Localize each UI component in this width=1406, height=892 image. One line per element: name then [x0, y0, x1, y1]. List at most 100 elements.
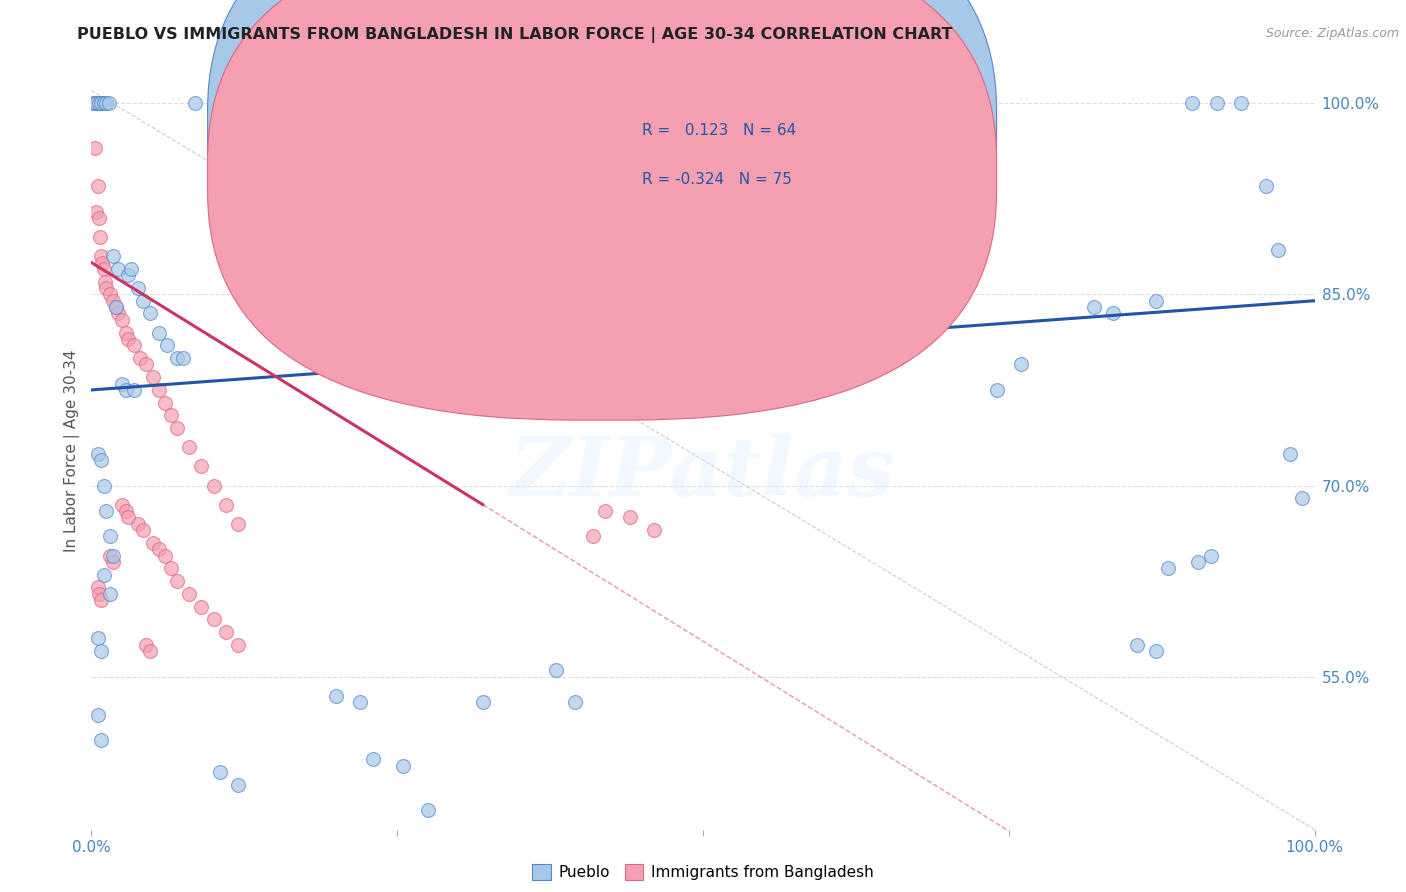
- Point: [114, 383, 136, 397]
- Point: [93, 261, 115, 276]
- Point: [86, 447, 108, 461]
- Point: [139, 644, 162, 658]
- Point: [94, 96, 117, 111]
- Point: [84, 141, 107, 155]
- Point: [98, 529, 121, 543]
- Point: [166, 351, 188, 365]
- Point: [416, 804, 439, 818]
- Point: [90, 453, 112, 467]
- Point: [98, 287, 121, 301]
- Point: [89, 96, 111, 111]
- Point: [226, 516, 249, 531]
- Point: [84, 96, 107, 111]
- FancyBboxPatch shape: [208, 0, 997, 371]
- Point: [117, 268, 139, 283]
- Point: [643, 523, 665, 537]
- Point: [135, 358, 157, 372]
- Point: [132, 523, 155, 537]
- Point: [337, 281, 360, 295]
- FancyBboxPatch shape: [531, 79, 929, 227]
- Point: [593, 504, 616, 518]
- Point: [1101, 306, 1123, 320]
- Point: [166, 421, 188, 435]
- Point: [582, 529, 605, 543]
- Point: [83, 96, 105, 111]
- Point: [156, 338, 179, 352]
- Point: [301, 293, 323, 308]
- Point: [986, 383, 1008, 397]
- Point: [94, 275, 117, 289]
- Point: [1157, 561, 1180, 575]
- Point: [153, 395, 176, 409]
- Point: [148, 542, 170, 557]
- Point: [107, 261, 129, 276]
- Point: [103, 555, 125, 569]
- Point: [148, 326, 170, 340]
- Point: [107, 306, 129, 320]
- Point: [104, 300, 127, 314]
- Point: [117, 332, 139, 346]
- Point: [1083, 300, 1105, 314]
- Point: [90, 593, 112, 607]
- Point: [86, 632, 108, 646]
- Point: [89, 230, 111, 244]
- Point: [90, 249, 112, 263]
- Point: [114, 504, 136, 518]
- Point: [87, 96, 110, 111]
- Point: [887, 351, 910, 365]
- Point: [179, 587, 201, 601]
- Point: [166, 574, 188, 588]
- Text: Source: ZipAtlas.com: Source: ZipAtlas.com: [1265, 27, 1399, 40]
- Point: [111, 498, 134, 512]
- Point: [153, 549, 176, 563]
- Point: [1254, 179, 1277, 194]
- Point: [1181, 96, 1204, 111]
- Text: R = -0.324   N = 75: R = -0.324 N = 75: [643, 172, 792, 187]
- Text: R =   0.123   N = 64: R = 0.123 N = 64: [643, 123, 796, 138]
- Point: [103, 293, 125, 308]
- Point: [288, 281, 311, 295]
- Point: [361, 281, 384, 295]
- Point: [160, 409, 183, 423]
- Point: [103, 549, 125, 563]
- Point: [546, 663, 568, 677]
- Point: [122, 383, 145, 397]
- FancyBboxPatch shape: [208, 0, 997, 420]
- Point: [98, 549, 121, 563]
- Point: [337, 300, 360, 314]
- Point: [91, 255, 114, 269]
- Point: [87, 96, 110, 111]
- Point: [202, 612, 225, 626]
- Point: [593, 344, 616, 359]
- Point: [349, 695, 371, 709]
- Legend: Pueblo, Immigrants from Bangladesh: Pueblo, Immigrants from Bangladesh: [526, 858, 880, 887]
- Point: [86, 581, 108, 595]
- Point: [141, 370, 163, 384]
- Point: [94, 504, 117, 518]
- Point: [84, 96, 107, 111]
- Point: [90, 644, 112, 658]
- Point: [84, 204, 107, 219]
- Point: [84, 96, 107, 111]
- Point: [496, 364, 519, 378]
- Point: [208, 765, 231, 780]
- Point: [148, 383, 170, 397]
- Point: [619, 510, 641, 524]
- Point: [127, 281, 149, 295]
- Point: [1126, 638, 1149, 652]
- Point: [1205, 96, 1227, 111]
- Point: [122, 338, 145, 352]
- Point: [111, 376, 134, 391]
- Point: [312, 293, 335, 308]
- Point: [754, 306, 776, 320]
- Point: [312, 300, 335, 314]
- Point: [87, 211, 110, 225]
- Point: [98, 587, 121, 601]
- Point: [1144, 644, 1167, 658]
- Point: [129, 351, 152, 365]
- Point: [564, 695, 586, 709]
- Point: [93, 567, 115, 582]
- Point: [215, 625, 238, 640]
- Point: [90, 96, 112, 111]
- Point: [93, 478, 115, 492]
